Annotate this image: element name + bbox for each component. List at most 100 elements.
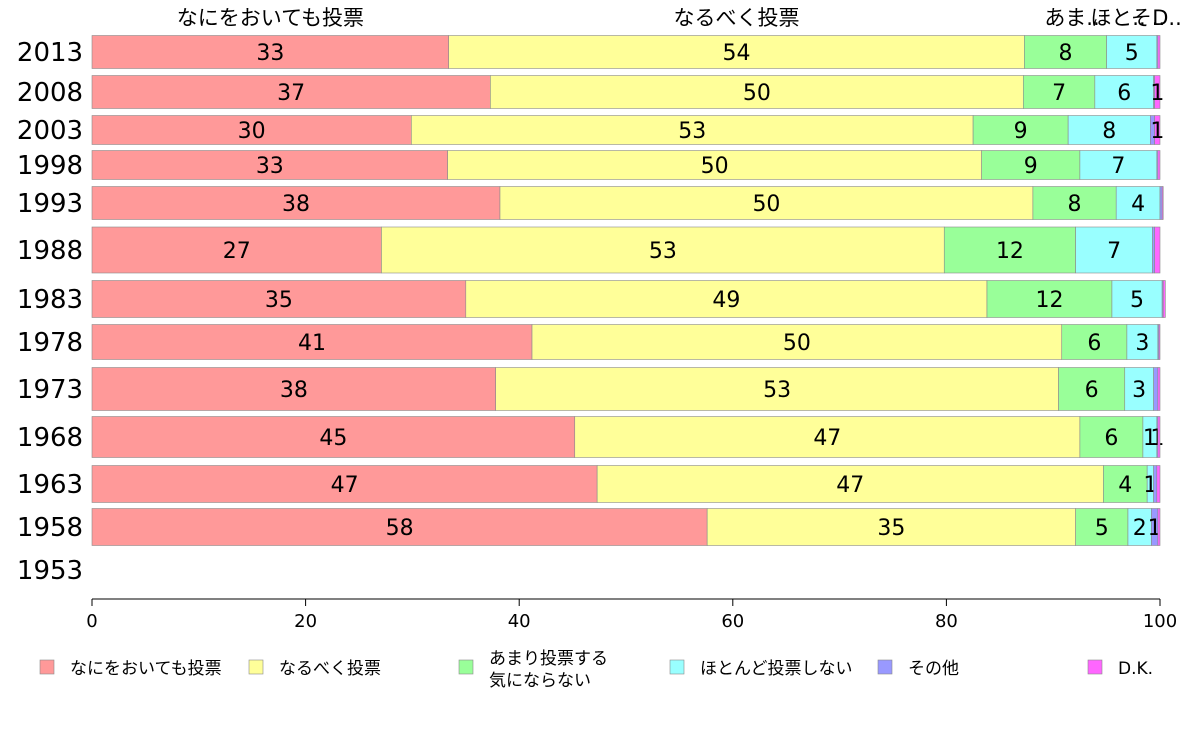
bar-segment-2003-1: [411, 115, 974, 145]
year-label-2003: 2003: [17, 116, 83, 146]
data-label-1963-1: 47: [836, 473, 864, 498]
data-label-2003-0: 30: [238, 119, 266, 144]
bar-segment-1993-3: [1115, 186, 1161, 220]
data-label-2003-3: 8: [1102, 119, 1116, 144]
legend-swatch-2: [458, 659, 474, 675]
data-label-1978-3: 3: [1135, 331, 1149, 356]
data-label-1993-0: 38: [282, 192, 310, 217]
bar-segment-1968-1: [574, 416, 1081, 458]
bar-segment-2008-0: [91, 75, 491, 109]
bar-segment-1988-1: [381, 226, 945, 274]
year-label-1988: 1988: [17, 236, 83, 266]
data-label-2003-2: 9: [1014, 119, 1028, 144]
bar-segment-2013-3: [1106, 35, 1158, 69]
top-label-2: あま..: [1044, 6, 1099, 30]
data-label-1983-0: 35: [265, 288, 293, 313]
data-label-1968-0: 45: [319, 426, 347, 451]
x-tick-label-2: 40: [508, 611, 531, 632]
x-tick-label-0: 0: [86, 611, 97, 632]
bar-segment-1983-2: [986, 280, 1113, 318]
legend-swatch-5: [1087, 659, 1103, 675]
data-label-1958-0: 58: [386, 516, 414, 541]
data-label-2013-1: 54: [723, 41, 751, 66]
bar-segment-2013-2: [1024, 35, 1107, 69]
year-label-2008: 2008: [17, 78, 83, 108]
data-label-1958-3: 2: [1133, 516, 1147, 541]
data-label-1963-2: 4: [1118, 473, 1132, 498]
bar-segment-1993-0: [91, 186, 501, 220]
bar-segment-1983-0: [91, 280, 467, 318]
legend-label-2-1: 気にならない: [489, 671, 591, 691]
bar-segment-1988-3: [1075, 226, 1153, 274]
top-category-labels: なにをおいても投票 なるべく投票 あま..ほと..そ..D..: [177, 6, 1182, 30]
bar-segment-2003-0: [91, 115, 412, 145]
data-label-1998-2: 9: [1024, 154, 1038, 179]
data-label-1973-3: 3: [1132, 378, 1146, 403]
year-label-1973: 1973: [17, 375, 83, 405]
year-labels: 2013 2008 2003 1998 1993 1988 1983 1978 1973 1968…: [17, 38, 83, 586]
year-label-1958: 1958: [17, 513, 83, 543]
legend-swatch-1: [248, 659, 264, 675]
x-tick-label-5: 100: [1143, 611, 1177, 632]
bar-segment-1973-0: [91, 367, 497, 411]
bar-segment-1958-0: [91, 508, 708, 546]
bar-segment-1978-2: [1061, 324, 1128, 360]
data-label-2008-0: 37: [277, 81, 305, 106]
bar-segment-1978-1: [531, 324, 1063, 360]
bar-segment-1963-0: [91, 465, 598, 503]
data-label-1988-0: 27: [223, 239, 251, 264]
legend-label-5-0: D.K.: [1118, 659, 1153, 679]
data-label-1988-3: 7: [1107, 239, 1121, 264]
bar-segment-1963-1: [596, 465, 1104, 503]
bar-segment-1978-5: [1158, 324, 1161, 360]
data-label-1998-3: 7: [1111, 154, 1125, 179]
data-label-1958-1: 35: [877, 516, 905, 541]
year-label-1998: 1998: [17, 151, 83, 181]
bar-segment-1958-5: [1157, 508, 1161, 546]
data-label-1988-2: 12: [996, 239, 1024, 264]
data-label-2008-3: 6: [1117, 81, 1131, 106]
bar-segment-1988-2: [943, 226, 1076, 274]
bar-segment-1998-2: [981, 150, 1081, 180]
data-label-1983-2: 12: [1035, 288, 1063, 313]
data-label-1968-4: 1: [1150, 426, 1164, 451]
legend-label-0-0: なにをおいても投票: [70, 659, 222, 679]
data-label-1978-0: 41: [298, 331, 326, 356]
bar-segment-1993-1: [499, 186, 1034, 220]
bar-segment-2008-3: [1094, 75, 1154, 109]
data-label-1983-3: 5: [1130, 288, 1144, 313]
data-label-1993-3: 4: [1131, 192, 1145, 217]
legend-swatch-4: [877, 659, 893, 675]
year-label-2013: 2013: [17, 38, 83, 68]
data-label-1973-2: 6: [1085, 378, 1099, 403]
x-axis: 0 20 40 60 80 100: [86, 598, 1177, 632]
year-label-1983: 1983: [17, 285, 83, 315]
data-label-1973-0: 38: [280, 378, 308, 403]
data-label-1978-2: 6: [1087, 331, 1101, 356]
data-label-2008-1: 50: [743, 81, 771, 106]
top-label-0: なにをおいても投票: [177, 6, 364, 30]
bar-segment-1998-3: [1079, 150, 1158, 180]
bar-segment-1973-4: [1153, 367, 1159, 411]
legend-label-1-0: なるべく投票: [279, 659, 381, 679]
bar-segment-1973-5: [1157, 367, 1161, 411]
bar-segment-1958-2: [1075, 508, 1129, 546]
bar-segment-1983-5: [1162, 280, 1166, 318]
bar-segment-1963-4: [1153, 465, 1158, 503]
data-label-1998-1: 50: [701, 154, 729, 179]
bars-area: 33 54 8 537 50 7 6 130 53 9 8 133 50 9 738 50 8 427 53 12 73…: [91, 35, 1166, 546]
bar-segment-2013-5: [1157, 35, 1161, 69]
year-label-1993: 1993: [17, 189, 83, 219]
bar-segment-1998-5: [1157, 150, 1161, 180]
data-label-1993-1: 50: [752, 192, 780, 217]
year-label-1968: 1968: [17, 423, 83, 453]
data-label-1958-2: 5: [1095, 516, 1109, 541]
bar-segment-1988-0: [91, 226, 382, 274]
data-label-1983-1: 49: [712, 288, 740, 313]
data-label-1998-0: 33: [256, 154, 284, 179]
bar-segment-1968-0: [91, 416, 576, 458]
bar-segment-2003-2: [972, 115, 1069, 145]
year-label-1963: 1963: [17, 470, 83, 500]
x-tick-label-3: 60: [721, 611, 744, 632]
